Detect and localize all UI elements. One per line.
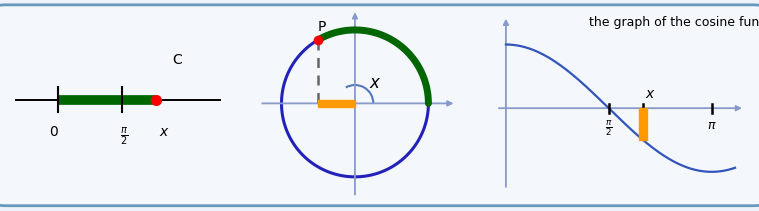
- Text: $x$: $x$: [645, 87, 656, 100]
- Text: the graph of the cosine function: the graph of the cosine function: [589, 16, 759, 29]
- Text: $\frac{\pi}{2}$: $\frac{\pi}{2}$: [605, 119, 613, 138]
- Bar: [639, 108, 647, 140]
- Text: 0: 0: [49, 125, 58, 139]
- Bar: [318, 100, 355, 107]
- Text: $x$: $x$: [159, 125, 170, 139]
- Text: $\frac{\pi}{2}$: $\frac{\pi}{2}$: [120, 125, 128, 147]
- Text: C: C: [172, 53, 182, 67]
- Text: $\pi$: $\pi$: [707, 119, 716, 132]
- Text: P: P: [318, 20, 326, 34]
- Text: $x$: $x$: [370, 74, 382, 92]
